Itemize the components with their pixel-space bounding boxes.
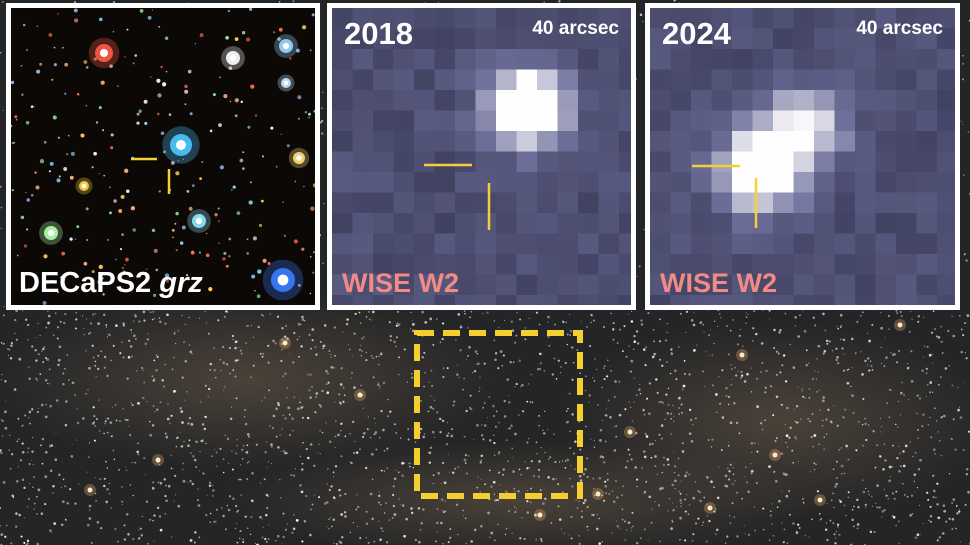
target-marker	[131, 157, 171, 194]
wise-2024-image	[650, 8, 955, 305]
target-marker	[424, 163, 491, 230]
survey-name: DECaPS2	[19, 267, 152, 299]
band-label: WISE W2	[660, 268, 778, 298]
image-scale: 40 arcsec	[532, 18, 619, 39]
image-scale: 40 arcsec	[856, 18, 943, 39]
epoch-year: 2024	[662, 16, 731, 51]
optical-stars	[11, 8, 315, 305]
band-label: WISE W2	[342, 268, 460, 298]
wise-2018-image	[332, 8, 631, 305]
target-region-box	[414, 330, 583, 499]
survey-label: DECaPS2 grz	[19, 267, 203, 300]
target-marker	[692, 164, 758, 228]
epoch-year: 2018	[344, 16, 413, 51]
panel-wise-2018: 2018 40 arcsec WISE W2	[327, 3, 636, 310]
survey-filters: grz	[159, 267, 203, 299]
panel-decaps2-optical: DECaPS2 grz	[6, 3, 320, 310]
panel-wise-2024: 2024 40 arcsec WISE W2	[645, 3, 960, 310]
optical-image	[11, 8, 315, 305]
